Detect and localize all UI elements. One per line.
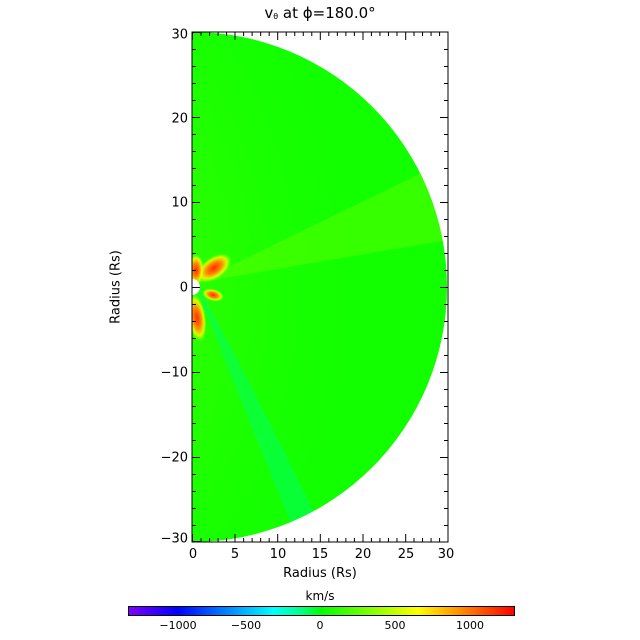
y-tick-label: 30 [171, 27, 188, 43]
axis-ticks [192, 32, 449, 542]
x-tick-label: 10 [269, 547, 287, 562]
y-tick-label: −20 [160, 450, 188, 466]
colorbar-tick-label: 500 [384, 619, 406, 632]
colorbar-tick-label: −500 [230, 619, 262, 632]
x-axis-label: Radius (Rs) [283, 566, 357, 581]
x-tick-label: 20 [354, 547, 372, 562]
colorbar-label: km/s [305, 589, 335, 603]
y-tick-label: 10 [171, 195, 188, 211]
colorbar-tick-label: −1000 [159, 619, 197, 632]
heatmap [192, 32, 447, 542]
y-tick-label: 0 [179, 280, 188, 296]
y-tick-label: 20 [171, 111, 188, 127]
y-axis-label: Radius (Rs) [108, 250, 124, 324]
x-tick-label: 25 [397, 547, 415, 562]
y-tick-label: −10 [160, 365, 188, 381]
x-tick-label: 30 [437, 547, 455, 562]
y-tick-label: −30 [160, 531, 188, 547]
colorbar-tick-label: 1000 [456, 619, 484, 632]
chart-title: vθ at ϕ=180.0° [264, 4, 376, 22]
x-tick-label: 15 [311, 547, 329, 562]
colorbar-tick-label: 0 [316, 619, 324, 632]
colorbar [128, 606, 515, 616]
x-tick-label: 5 [230, 547, 240, 562]
x-tick-label: 0 [188, 547, 198, 562]
